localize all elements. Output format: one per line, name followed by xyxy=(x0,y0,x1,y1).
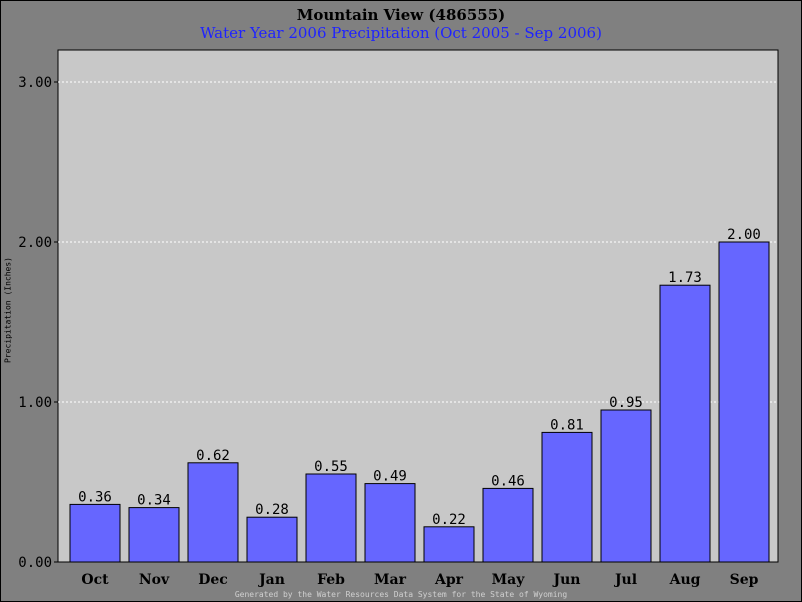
x-tick-label: Nov xyxy=(139,572,170,588)
bar-value-label: 0.95 xyxy=(609,395,643,411)
bar-value-label: 0.81 xyxy=(550,417,584,433)
x-tick-label: Oct xyxy=(81,572,109,588)
bar-value-label: 2.00 xyxy=(727,227,761,243)
x-tick-label: Feb xyxy=(317,572,345,588)
y-tick-label: 1.00 xyxy=(18,395,52,411)
x-tick-label: May xyxy=(492,572,526,588)
bar-value-label: 0.22 xyxy=(432,512,466,528)
bar xyxy=(423,526,475,563)
x-tick-label: Apr xyxy=(434,572,464,588)
bar xyxy=(541,431,593,563)
bar-value-label: 0.62 xyxy=(196,448,230,464)
y-tick-label: 2.00 xyxy=(18,235,52,251)
x-tick-label: Jun xyxy=(552,572,581,588)
bar xyxy=(187,462,239,563)
bar-value-label: 1.73 xyxy=(668,270,702,286)
chart-subtitle: Water Year 2006 Precipitation (Oct 2005 … xyxy=(200,24,602,42)
bar xyxy=(659,284,711,563)
bar xyxy=(364,483,416,563)
bar xyxy=(600,409,652,563)
y-tick-label: 3.00 xyxy=(18,75,52,91)
bar-value-label: 0.28 xyxy=(255,502,289,518)
y-tick-label: 0.00 xyxy=(18,555,52,571)
bar xyxy=(128,507,180,563)
bar xyxy=(482,487,534,563)
bar-value-label: 0.55 xyxy=(314,459,348,475)
bar xyxy=(718,241,770,563)
bar xyxy=(246,516,298,563)
bar-value-label: 0.46 xyxy=(491,473,525,489)
bar xyxy=(69,503,121,563)
bar-value-label: 0.49 xyxy=(373,469,407,485)
bar-value-label: 0.34 xyxy=(137,493,171,509)
bar-value-label: 0.36 xyxy=(78,489,112,505)
x-tick-label: Aug xyxy=(669,572,701,588)
chart-title: Mountain View (486555) xyxy=(296,6,506,24)
x-tick-label: Mar xyxy=(374,572,407,588)
bar xyxy=(305,473,357,563)
footer-credit: Generated by the Water Resources Data Sy… xyxy=(234,590,568,599)
x-tick-label: Dec xyxy=(198,572,228,588)
x-tick-label: Sep xyxy=(730,572,759,588)
plot-area xyxy=(57,49,779,563)
x-tick-label: Jul xyxy=(613,572,637,588)
x-tick-label: Jan xyxy=(257,572,285,588)
